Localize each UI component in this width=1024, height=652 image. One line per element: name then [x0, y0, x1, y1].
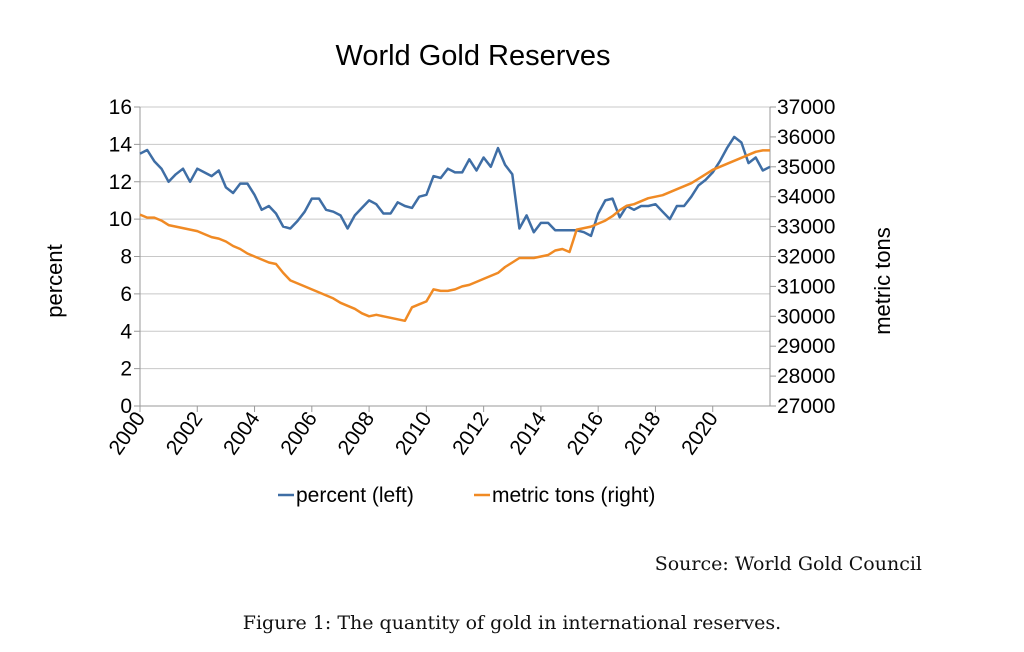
- y-tick-label: 0: [120, 395, 132, 418]
- x-tick-label: 2014: [505, 407, 551, 459]
- legend-label-2: metric tons (right): [492, 484, 655, 507]
- y2-tick-label: 36000: [777, 126, 835, 149]
- y-tick-label: 10: [109, 208, 132, 231]
- y2-tick-label: 27000: [777, 395, 835, 418]
- y2-tick-label: 31000: [777, 275, 835, 298]
- y2-tick-label: 37000: [777, 96, 835, 119]
- y-tick-label: 14: [109, 133, 133, 156]
- y-axis-label-left: percent: [42, 244, 67, 317]
- series-line-2: [139, 149, 770, 323]
- y2-tick-label: 28000: [777, 365, 835, 388]
- y2-tick-label: 29000: [777, 335, 835, 358]
- y2-tick-label: 33000: [777, 216, 835, 239]
- x-tick-label: 2016: [563, 408, 609, 459]
- x-tick-label: 2012: [448, 408, 494, 459]
- y-tick-label: 2: [120, 358, 132, 381]
- y-tick-label: 6: [120, 283, 132, 306]
- chart-title: World Gold Reserves: [335, 40, 610, 72]
- y2-tick-label: 34000: [777, 186, 835, 209]
- y-axis-label-right: metric tons: [870, 227, 895, 335]
- figure-caption: Figure 1: The quantity of gold in intern…: [242, 612, 782, 634]
- series-line-1: [139, 135, 771, 238]
- gridlines: [140, 106, 770, 407]
- chart: World Gold Reserves 0 2 4 6 8 10 12 14 16 27000 28…: [42, 40, 895, 507]
- y-tick-label: 16: [109, 96, 132, 119]
- y2-tick-label: 30000: [777, 305, 835, 328]
- y2-tick-label: 32000: [777, 246, 835, 269]
- x-tick-label: 2020: [677, 408, 723, 459]
- source-note: Source: World Gold Council: [654, 553, 922, 575]
- axes: [134, 106, 776, 412]
- series-lines: [139, 135, 771, 323]
- y2-tick-label: 35000: [777, 156, 835, 179]
- x-tick-label: 2000: [104, 408, 150, 459]
- x-tick-label: 2010: [391, 408, 437, 459]
- x-tick-label: 2002: [162, 408, 208, 459]
- x-tick-label: 2006: [276, 408, 322, 459]
- y-tick-label: 12: [109, 171, 132, 194]
- legend-label-1: percent (left): [296, 484, 414, 507]
- y-tick-label: 8: [120, 246, 132, 269]
- y-tick-label: 4: [120, 320, 132, 343]
- x-tick-label: 2004: [219, 407, 265, 459]
- x-tick-label: 2008: [334, 408, 380, 459]
- legend: percent (left) metric tons (right): [278, 484, 655, 507]
- x-tick-label: 2018: [620, 408, 666, 459]
